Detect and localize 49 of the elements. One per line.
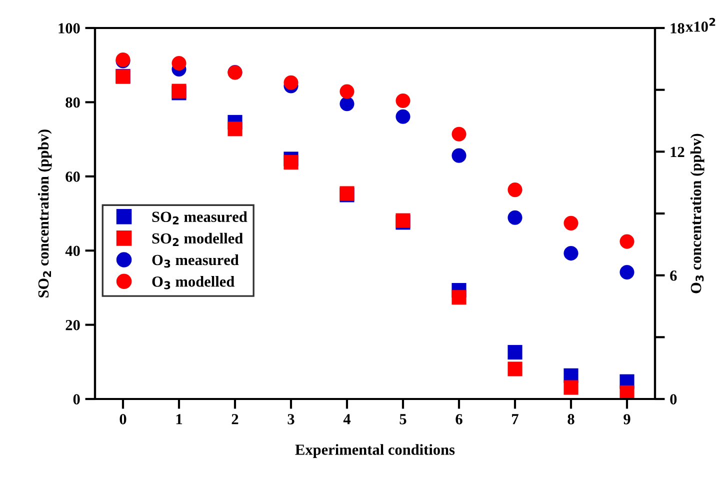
- x-tick-label: 5: [400, 414, 406, 424]
- x-tick-label: 8: [568, 414, 574, 424]
- text: x10$^{2}$: [686, 18, 716, 32]
- legend-label: O$_{3}$ modelled: [152, 276, 234, 290]
- point: [172, 56, 186, 71]
- point: [620, 385, 634, 399]
- point: [228, 122, 242, 136]
- legend-label: O$_{3}$ measured: [152, 254, 239, 268]
- y-tick-label: 80: [66, 97, 80, 108]
- point: [508, 210, 522, 225]
- x-tick-label: 2: [232, 414, 238, 424]
- point: [284, 155, 298, 170]
- y-tick-label: 0: [73, 394, 80, 404]
- point: [284, 75, 298, 90]
- point: [340, 96, 354, 112]
- x-tick-label: 6: [456, 414, 462, 424]
- y-tick-label: 40: [65, 246, 80, 256]
- x-tick-label: 7: [512, 414, 518, 424]
- y2-tick-label: 18: [670, 23, 684, 34]
- point: [508, 182, 522, 198]
- y2-tick-label: 12: [670, 146, 684, 157]
- y-axis-title: SO$_{2}$ concentration (ppbv): [38, 130, 52, 298]
- x-axis-title: Experimental conditions: [295, 444, 455, 458]
- point: [620, 264, 634, 280]
- legend-label: SO$_{2}$ modelled: [152, 232, 243, 246]
- y-tick-label: 100: [58, 23, 80, 34]
- point: [396, 93, 410, 108]
- x-tick-label: 1: [176, 414, 182, 424]
- point: [452, 126, 466, 142]
- point: [396, 109, 410, 124]
- x-tick-label: 4: [343, 414, 351, 424]
- y-tick-label: 20: [66, 320, 80, 330]
- point: [452, 148, 466, 163]
- x-tick-label: 3: [288, 414, 294, 424]
- point: [508, 362, 522, 376]
- y2-tick-label: 6: [670, 270, 677, 281]
- point: [452, 290, 466, 305]
- point: [508, 344, 522, 360]
- point: [340, 84, 354, 99]
- point: [564, 216, 578, 230]
- y2-axis-title: O$_{3}$ concentration (ppbv): [690, 134, 704, 294]
- point: [564, 380, 578, 395]
- point: [620, 234, 634, 249]
- y-tick-label: 60: [66, 172, 80, 182]
- point: [564, 246, 578, 261]
- x-tick-label: 0: [120, 414, 126, 424]
- y2-tick-label: 0: [670, 394, 677, 404]
- x-tick-label: 9: [624, 414, 630, 424]
- legend-label: SO$_{2}$ measured: [152, 211, 248, 224]
